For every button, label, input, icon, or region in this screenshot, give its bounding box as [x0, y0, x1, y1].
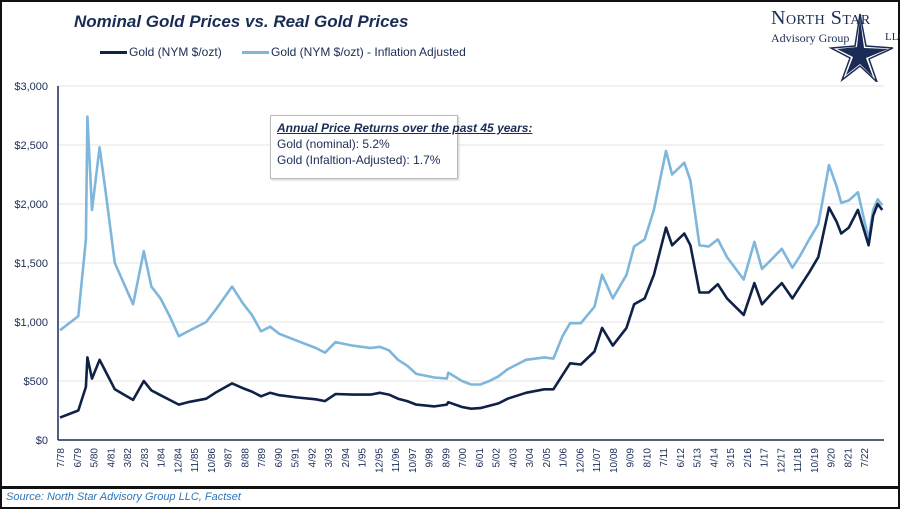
x-tick-label: 8/99 — [441, 448, 452, 468]
x-tick-label: 8/21 — [843, 448, 854, 468]
x-tick-label: 10/19 — [810, 448, 821, 473]
x-tick-label: 4/92 — [307, 448, 318, 468]
annotation-line-real: Gold (Infaltion-Adjusted): 1.7% — [277, 153, 441, 167]
logo-subtitle: Advisory Group — [771, 31, 850, 45]
y-tick-label: $2,500 — [14, 140, 48, 152]
series-line-nominal — [59, 202, 884, 419]
x-tick-label: 5/91 — [291, 448, 302, 468]
x-tick-label: 9/87 — [224, 448, 235, 468]
x-tick-label: 4/14 — [709, 448, 720, 468]
chart-title: Nominal Gold Prices vs. Real Gold Prices — [74, 12, 409, 31]
annotation-title: Annual Price Returns over the past 45 ye… — [277, 121, 533, 135]
x-tick-label: 7/00 — [458, 448, 469, 468]
x-tick-label: 5/80 — [90, 448, 101, 468]
x-tick-label: 11/07 — [592, 448, 603, 473]
legend-item-real: Gold (NYM $/ozt) - Inflation Adjusted — [242, 45, 466, 59]
north-star-logo: North Star Advisory Group LLC — [765, 4, 900, 82]
y-tick-label: $0 — [36, 435, 48, 447]
x-tick-label: 7/11 — [659, 448, 670, 467]
x-tick-label: 3/04 — [525, 448, 536, 468]
x-tick-label: 6/01 — [475, 448, 486, 468]
source-row: Source: North Star Advisory Group LLC, F… — [0, 488, 900, 509]
x-tick-label: 11/18 — [793, 448, 804, 473]
legend-swatch-real — [242, 50, 269, 54]
x-tick-label: 11/85 — [190, 448, 201, 473]
x-tick-label: 2/05 — [542, 448, 553, 468]
y-tick-label: $1,000 — [14, 317, 48, 329]
x-tick-label: 9/09 — [626, 448, 637, 468]
x-tick-label: 1/17 — [760, 448, 771, 468]
x-tick-label: 8/88 — [240, 448, 251, 468]
x-tick-label: 11/96 — [391, 448, 402, 473]
x-tick-label: 3/82 — [123, 448, 134, 468]
x-tick-label: 5/02 — [492, 448, 503, 468]
x-tick-label: 1/84 — [157, 448, 168, 468]
y-tick-label: $2,000 — [14, 199, 48, 211]
x-tick-label: 6/12 — [676, 448, 687, 468]
y-tick-label: $500 — [24, 376, 48, 388]
source-note: Source: North Star Advisory Group LLC, F… — [6, 491, 241, 503]
legend-label-real: Gold (NYM $/ozt) - Inflation Adjusted — [271, 45, 466, 59]
x-tick-label: 4/81 — [106, 448, 117, 468]
x-tick-label: 10/08 — [609, 448, 620, 473]
chart-frame — [0, 0, 900, 488]
x-tick-label: 2/16 — [743, 448, 754, 468]
x-tick-label: 7/89 — [257, 448, 268, 468]
x-tick-label: 10/86 — [207, 448, 218, 473]
series-line-inflation-adjusted — [59, 115, 884, 386]
x-tick-label: 2/83 — [140, 448, 151, 468]
x-tick-label: 5/13 — [693, 448, 704, 468]
x-tick-label: 3/93 — [324, 448, 335, 468]
y-tick-label: $1,500 — [14, 258, 48, 270]
x-tick-label: 12/17 — [776, 448, 787, 473]
x-tick-label: 10/97 — [408, 448, 419, 473]
logo-name: North Star — [771, 7, 871, 29]
x-tick-label: 8/10 — [642, 448, 653, 468]
legend-label-nominal: Gold (NYM $/ozt) — [129, 45, 222, 59]
x-tick-label: 4/03 — [508, 448, 519, 468]
x-tick-label: 12/95 — [374, 448, 385, 473]
x-tick-label: 6/79 — [73, 448, 84, 468]
x-tick-label: 1/95 — [358, 448, 369, 468]
legend-item-nominal: Gold (NYM $/ozt) — [100, 45, 222, 59]
x-tick-label: 7/78 — [56, 448, 67, 468]
y-tick-label: $3,000 — [14, 81, 48, 93]
logo-llc: LLC — [885, 31, 900, 43]
x-tick-label: 12/84 — [173, 448, 184, 473]
x-tick-label: 1/06 — [559, 448, 570, 468]
x-tick-label: 6/90 — [274, 448, 285, 468]
annotation-line-nominal: Gold (nominal): 5.2% — [277, 137, 390, 151]
x-tick-label: 3/15 — [726, 448, 737, 468]
legend-swatch-nominal — [100, 50, 127, 54]
star-icon — [828, 13, 894, 82]
chart-plot: $0 $500 $1,000 $1,500 $2,000 $2,500 $3,000 7/7… — [14, 81, 884, 473]
x-tick-label: 7/22 — [860, 448, 871, 468]
annotation-box: Annual Price Returns over the past 45 ye… — [270, 115, 533, 179]
x-tick-label: 2/94 — [341, 448, 352, 468]
x-tick-label: 9/98 — [425, 448, 436, 468]
x-tick-label: 9/20 — [827, 448, 838, 468]
x-tick-label: 12/06 — [575, 448, 586, 473]
